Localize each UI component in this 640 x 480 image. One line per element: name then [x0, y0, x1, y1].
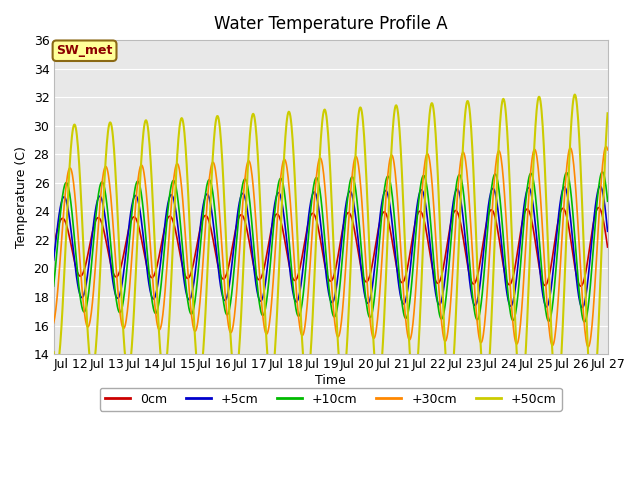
+10cm [274, 185, 282, 191]
0cm [294, 274, 301, 279]
0cm [595, 205, 602, 211]
0cm [106, 259, 114, 264]
Text: SW_met: SW_met [56, 44, 113, 57]
+30cm [294, 304, 301, 310]
+50cm [274, 298, 282, 303]
+50cm [106, 120, 114, 125]
0cm [604, 244, 611, 250]
0cm [482, 225, 490, 231]
0cm [492, 216, 499, 222]
Title: Water Temperature Profile A: Water Temperature Profile A [214, 15, 447, 33]
+10cm [492, 171, 499, 177]
+30cm [584, 344, 592, 350]
+10cm [106, 235, 114, 241]
0cm [50, 244, 58, 250]
+50cm [430, 110, 438, 116]
+5cm [274, 191, 282, 196]
+10cm [580, 319, 588, 325]
Legend: 0cm, +5cm, +10cm, +30cm, +50cm: 0cm, +5cm, +10cm, +30cm, +50cm [100, 388, 561, 411]
Line: +50cm: +50cm [54, 95, 607, 401]
+30cm [430, 207, 438, 213]
+30cm [492, 164, 499, 169]
+10cm [430, 262, 438, 267]
Y-axis label: Temperature (C): Temperature (C) [15, 146, 28, 248]
+30cm [604, 147, 611, 153]
+10cm [599, 169, 607, 175]
+30cm [602, 144, 610, 149]
Line: 0cm: 0cm [54, 208, 607, 286]
Line: +30cm: +30cm [54, 146, 607, 347]
+5cm [492, 192, 499, 197]
Line: +5cm: +5cm [54, 186, 607, 308]
+5cm [578, 305, 586, 311]
+10cm [50, 283, 58, 289]
0cm [577, 283, 585, 289]
+50cm [294, 239, 301, 244]
+30cm [50, 320, 58, 326]
X-axis label: Time: Time [316, 374, 346, 387]
+5cm [430, 278, 438, 284]
+10cm [604, 198, 611, 204]
+50cm [571, 92, 579, 97]
+50cm [492, 214, 499, 220]
+50cm [604, 110, 611, 116]
Line: +10cm: +10cm [54, 172, 607, 322]
0cm [430, 273, 438, 278]
+5cm [604, 228, 611, 234]
+50cm [50, 349, 58, 355]
+5cm [106, 257, 114, 263]
+30cm [106, 187, 114, 192]
+10cm [294, 312, 301, 318]
+50cm [589, 398, 596, 404]
+5cm [482, 228, 490, 234]
+5cm [294, 298, 301, 303]
0cm [274, 211, 282, 217]
+5cm [50, 257, 58, 263]
+30cm [482, 311, 490, 316]
+50cm [482, 391, 490, 397]
+10cm [482, 252, 490, 258]
+5cm [596, 183, 604, 189]
+30cm [274, 212, 282, 218]
